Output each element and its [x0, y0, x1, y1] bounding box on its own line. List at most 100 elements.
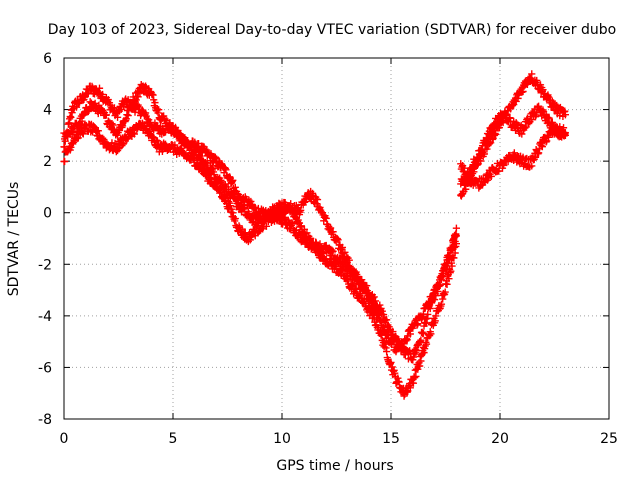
- data-point: [450, 254, 458, 262]
- axis-ticks: 0 5 10 15 20 25 -8 -6 -4 -2 0 2 4 6: [38, 51, 618, 447]
- y-tick-label: 6: [43, 51, 52, 67]
- data-point: [417, 336, 425, 344]
- data-point: [528, 70, 536, 78]
- data-point: [482, 140, 490, 148]
- data-point: [99, 90, 107, 99]
- data-point: [538, 143, 546, 151]
- data-point: [74, 134, 82, 142]
- data-point: [187, 142, 195, 150]
- data-point: [109, 121, 117, 129]
- data-point: [528, 116, 536, 124]
- y-tick-label: 2: [43, 154, 52, 170]
- data-point: [445, 275, 453, 283]
- plot-frame: [63, 57, 610, 420]
- series-track-b: [60, 81, 460, 400]
- data-point: [521, 124, 529, 132]
- data-point: [441, 288, 449, 296]
- data-point: [237, 200, 245, 208]
- data-point: [232, 195, 240, 204]
- data-point: [114, 145, 122, 153]
- series-track-f: [457, 122, 569, 192]
- data-point: [452, 224, 460, 232]
- data-point: [341, 248, 349, 256]
- data-point: [231, 214, 239, 223]
- data-point: [155, 106, 163, 114]
- data-point: [487, 172, 495, 180]
- data-point: [94, 127, 102, 135]
- data-point: [166, 119, 174, 127]
- data-point: [427, 330, 435, 338]
- data-point: [411, 374, 419, 382]
- data-point: [338, 243, 347, 251]
- data-point: [345, 256, 353, 264]
- data-point: [437, 300, 446, 308]
- data-point: [226, 202, 234, 210]
- data-point: [192, 147, 200, 155]
- data-point: [105, 99, 114, 107]
- data-point: [442, 265, 451, 273]
- data-point: [545, 114, 553, 122]
- data-point: [229, 176, 237, 184]
- data-point: [199, 163, 207, 171]
- x-tick-label: 15: [382, 431, 400, 447]
- data-point: [383, 316, 391, 324]
- data-point: [124, 134, 132, 142]
- data-point: [329, 247, 337, 255]
- data-point: [435, 282, 443, 291]
- data-point: [248, 218, 256, 226]
- data-point: [203, 159, 211, 167]
- y-tick-label: 0: [43, 206, 52, 222]
- data-point: [362, 286, 370, 294]
- x-tick-label: 0: [60, 431, 69, 447]
- data-point: [287, 200, 295, 208]
- data-point: [561, 129, 569, 137]
- data-point: [224, 197, 233, 206]
- y-tick-label: -6: [38, 360, 52, 376]
- data-point: [91, 99, 99, 107]
- data-point: [67, 113, 75, 121]
- data-point: [212, 178, 220, 186]
- data-point: [123, 135, 131, 143]
- x-tick-label: 25: [600, 431, 618, 447]
- data-point: [364, 290, 372, 298]
- data-point: [262, 222, 271, 230]
- y-tick-label: 4: [43, 103, 52, 119]
- data-point: [131, 97, 139, 105]
- data-point: [445, 255, 454, 263]
- data-point: [78, 117, 86, 125]
- data-point: [519, 87, 527, 96]
- y-tick-label: -2: [38, 257, 52, 273]
- x-tick-label: 20: [491, 431, 509, 447]
- data-point: [412, 372, 420, 381]
- data-point: [460, 164, 469, 172]
- data-point: [409, 379, 418, 387]
- data-point: [451, 249, 459, 257]
- data-point: [414, 320, 422, 328]
- data-point: [389, 338, 398, 346]
- x-tick-label: 10: [273, 431, 291, 447]
- data-point: [416, 362, 424, 370]
- data-point: [528, 162, 536, 170]
- data-points: [60, 70, 569, 400]
- data-point: [253, 222, 261, 230]
- chart-title: Day 103 of 2023, Sidereal Day-to-day VTE…: [48, 22, 616, 38]
- data-point: [334, 236, 342, 244]
- data-point: [213, 179, 221, 188]
- data-point: [171, 141, 179, 149]
- data-point: [389, 327, 397, 336]
- series-track-c: [60, 119, 460, 356]
- data-point: [113, 113, 122, 121]
- data-point: [422, 340, 431, 348]
- data-point: [203, 167, 211, 176]
- data-point: [342, 260, 350, 268]
- data-point: [448, 262, 456, 270]
- data-point: [462, 185, 470, 193]
- data-point: [436, 281, 444, 289]
- data-point: [227, 205, 236, 213]
- data-point: [419, 329, 427, 337]
- data-point: [61, 157, 69, 166]
- data-point: [79, 130, 87, 138]
- data-point: [222, 193, 230, 202]
- data-point: [130, 130, 138, 138]
- data-point: [387, 358, 395, 367]
